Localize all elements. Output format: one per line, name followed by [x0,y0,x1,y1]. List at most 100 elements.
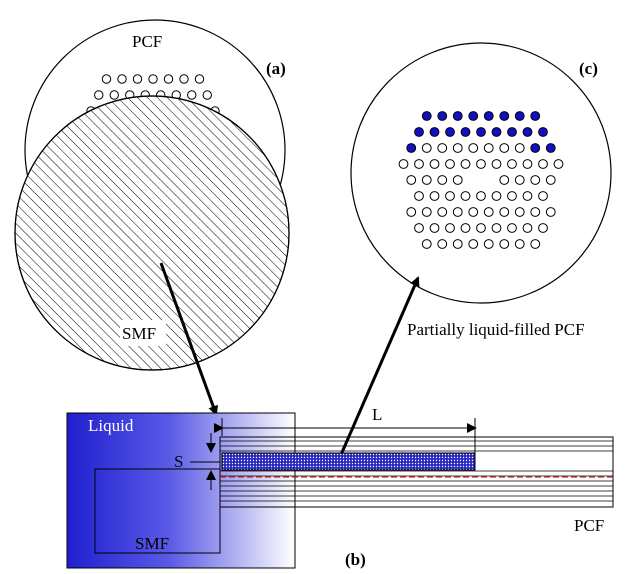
air-hole [460,159,471,169]
filled-air-hole [476,127,486,137]
air-hole [414,191,424,201]
panel-a-group: PCF (a) SMF [14,19,290,371]
air-hole [460,191,471,201]
filled-air-hole [414,127,424,137]
air-hole [414,223,424,233]
air-hole [483,239,494,249]
pcf-air-holes-c [398,111,564,249]
pcf-cladding-lines [220,440,613,502]
filled-air-hole [460,127,471,137]
air-hole [514,239,525,249]
air-hole [514,143,525,153]
air-hole [445,191,455,201]
air-hole [530,239,541,249]
liquid-label: Liquid [88,416,134,435]
air-hole [522,159,533,169]
partially-filled-pcf-label: Partially liquid-filled PCF [407,320,585,339]
air-hole [476,223,486,233]
air-hole [538,159,548,169]
air-hole [452,143,463,153]
filled-air-hole [452,111,463,121]
air-hole [499,207,510,217]
filled-air-hole [507,127,517,137]
panel-b-label: (b) [345,550,366,569]
smf-hatch-fill [14,95,290,371]
air-hole [507,191,517,201]
air-hole [414,159,424,169]
liquid-bath [66,412,296,569]
air-hole [476,191,486,201]
panel-a-label: (a) [266,59,286,78]
air-hole [445,223,455,233]
filled-air-hole [545,143,556,153]
air-hole [483,143,494,153]
air-hole [452,239,463,249]
air-hole [514,175,525,185]
air-hole [437,239,448,249]
air-hole [429,159,440,169]
air-hole [117,74,127,84]
air-hole [421,239,432,249]
air-hole [406,175,417,185]
air-hole [468,239,479,249]
air-hole [476,159,486,169]
filled-air-hole [468,111,479,121]
length-l-label: L [372,405,382,424]
panel-c-label: (c) [579,59,598,78]
panel-c-group: (c) Partially liquid-filled PCF [350,42,612,339]
filled-air-hole [499,111,510,121]
air-hole [468,143,479,153]
smf-label-a: SMF [122,324,156,343]
air-hole [421,175,432,185]
filled-air-hole [530,111,541,121]
air-hole [491,223,502,233]
filled-air-hole [421,111,432,121]
air-hole [194,74,205,84]
air-hole [507,223,517,233]
air-hole [460,223,471,233]
smf-fiber-side [94,468,221,554]
filled-air-hole [406,143,417,153]
air-hole [101,74,112,84]
air-hole [132,74,143,84]
air-hole [499,143,510,153]
filled-air-hole [538,127,548,137]
filled-air-hole [429,127,440,137]
filled-air-hole [445,127,455,137]
filled-air-hole [514,111,525,121]
air-hole [499,175,510,185]
air-hole [421,207,432,217]
air-hole [148,74,158,84]
filled-air-hole [530,143,541,153]
air-hole [109,90,119,100]
air-hole [491,191,502,201]
filled-air-hole [491,127,502,137]
pcf-fiber-side [219,436,614,508]
smf-label-b: SMF [135,534,169,553]
air-hole [491,159,502,169]
air-hole [452,175,463,185]
arrow-filled-to-section [338,276,420,458]
air-hole [530,175,541,185]
air-hole [429,223,440,233]
air-hole [553,159,564,169]
air-hole [522,191,533,201]
panel-b-group: Liquid SMF L S PCF (b) [66,405,614,569]
air-hole [437,143,448,153]
air-hole [483,207,494,217]
air-hole [437,207,448,217]
air-hole [538,223,548,233]
smf-label-bg [120,320,166,346]
air-hole [187,90,197,100]
air-hole [163,74,174,84]
air-hole [468,207,479,217]
filled-air-hole [522,127,533,137]
air-hole [545,175,556,185]
air-hole [179,74,189,84]
filled-air-hole [483,111,494,121]
air-hole [538,191,548,201]
air-hole [514,207,525,217]
air-hole [398,159,409,169]
air-hole [522,223,533,233]
